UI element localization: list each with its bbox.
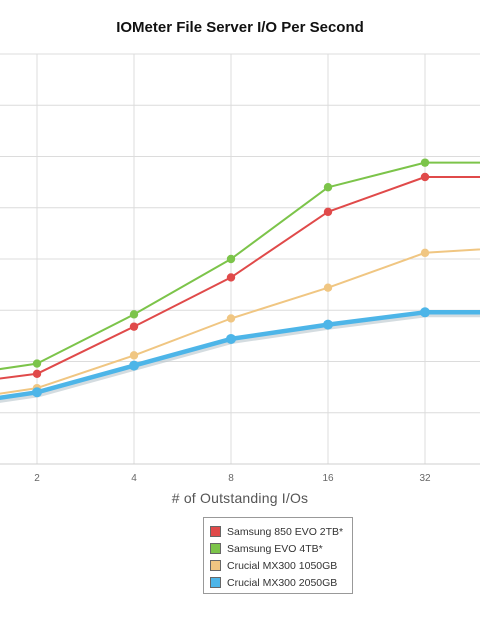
data-point[interactable] [226,314,236,323]
x-tick-label: 2 [34,473,40,484]
data-point[interactable] [226,273,236,282]
data-point[interactable] [226,333,236,344]
legend-item-crucial-mx300-1050gb[interactable]: Crucial MX300 1050GB [210,557,352,574]
data-point[interactable] [420,172,430,182]
legend-swatch-samsung-evo-4tb [210,543,221,554]
data-point[interactable] [420,158,430,167]
x-tick-label: 16 [322,473,334,484]
legend-swatch-crucial-mx300-1050gb [210,560,221,571]
legend-swatch-crucial-mx300-2050gb [210,577,221,588]
legend-item-samsung-evo-4tb[interactable]: Samsung EVO 4TB* [210,540,352,557]
x-tick-label: 4 [131,473,137,484]
data-point[interactable] [129,360,139,371]
data-point[interactable] [323,207,333,217]
data-point[interactable] [32,387,42,398]
data-point[interactable] [32,359,42,368]
legend-label: Crucial MX300 1050GB [227,559,338,572]
series-line-2 [0,248,480,395]
x-axis-title: # of Outstanding I/Os [171,490,309,506]
data-point[interactable] [129,351,139,360]
data-point[interactable] [420,307,430,318]
legend-label: Samsung EVO 4TB* [227,542,323,555]
chart-title: IOMeter File Server I/O Per Second [116,19,364,36]
series-line-3 [0,310,480,401]
series-line-0 [0,176,480,380]
data-point[interactable] [323,319,333,330]
x-tick-label: 8 [228,473,234,484]
data-point[interactable] [226,254,236,264]
data-point[interactable] [323,283,333,292]
legend-item-samsung-850-evo-2tb[interactable]: Samsung 850 EVO 2TB* [210,523,352,540]
data-point[interactable] [420,248,430,258]
legend-label: Samsung 850 EVO 2TB* [227,525,344,538]
data-point[interactable] [129,322,139,331]
data-point[interactable] [323,183,333,192]
data-point[interactable] [32,369,42,378]
legend-label: Crucial MX300 2050GB [227,576,338,589]
legend-swatch-samsung-850-evo-2tb [210,526,221,537]
legend: Samsung 850 EVO 2TB* Samsung EVO 4TB* Cr… [203,517,353,594]
x-tick-label: 32 [419,473,431,484]
data-point[interactable] [129,310,139,319]
legend-item-crucial-mx300-2050gb[interactable]: Crucial MX300 2050GB [210,574,352,591]
